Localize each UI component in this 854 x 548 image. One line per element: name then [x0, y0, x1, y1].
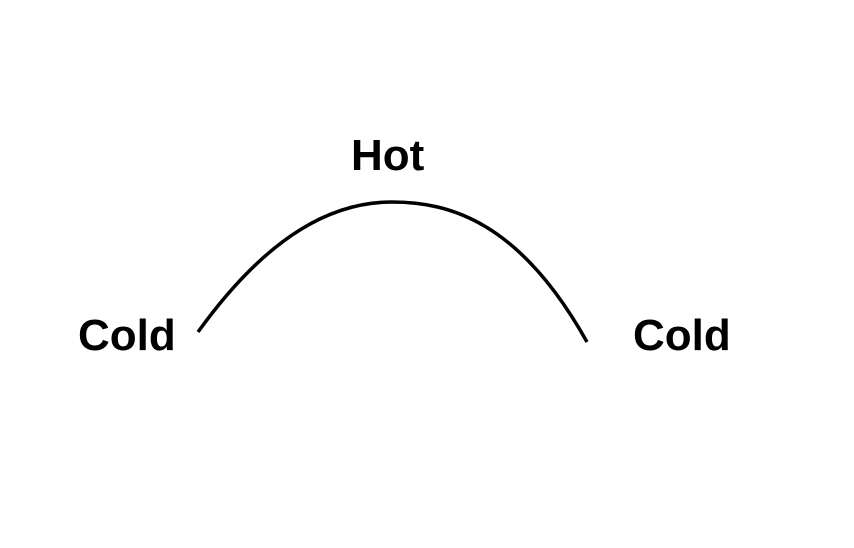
label-cold-left: Cold: [78, 311, 176, 360]
arch-curve: [196, 200, 589, 343]
label-hot: Hot: [351, 131, 425, 180]
label-cold-right: Cold: [633, 311, 731, 360]
